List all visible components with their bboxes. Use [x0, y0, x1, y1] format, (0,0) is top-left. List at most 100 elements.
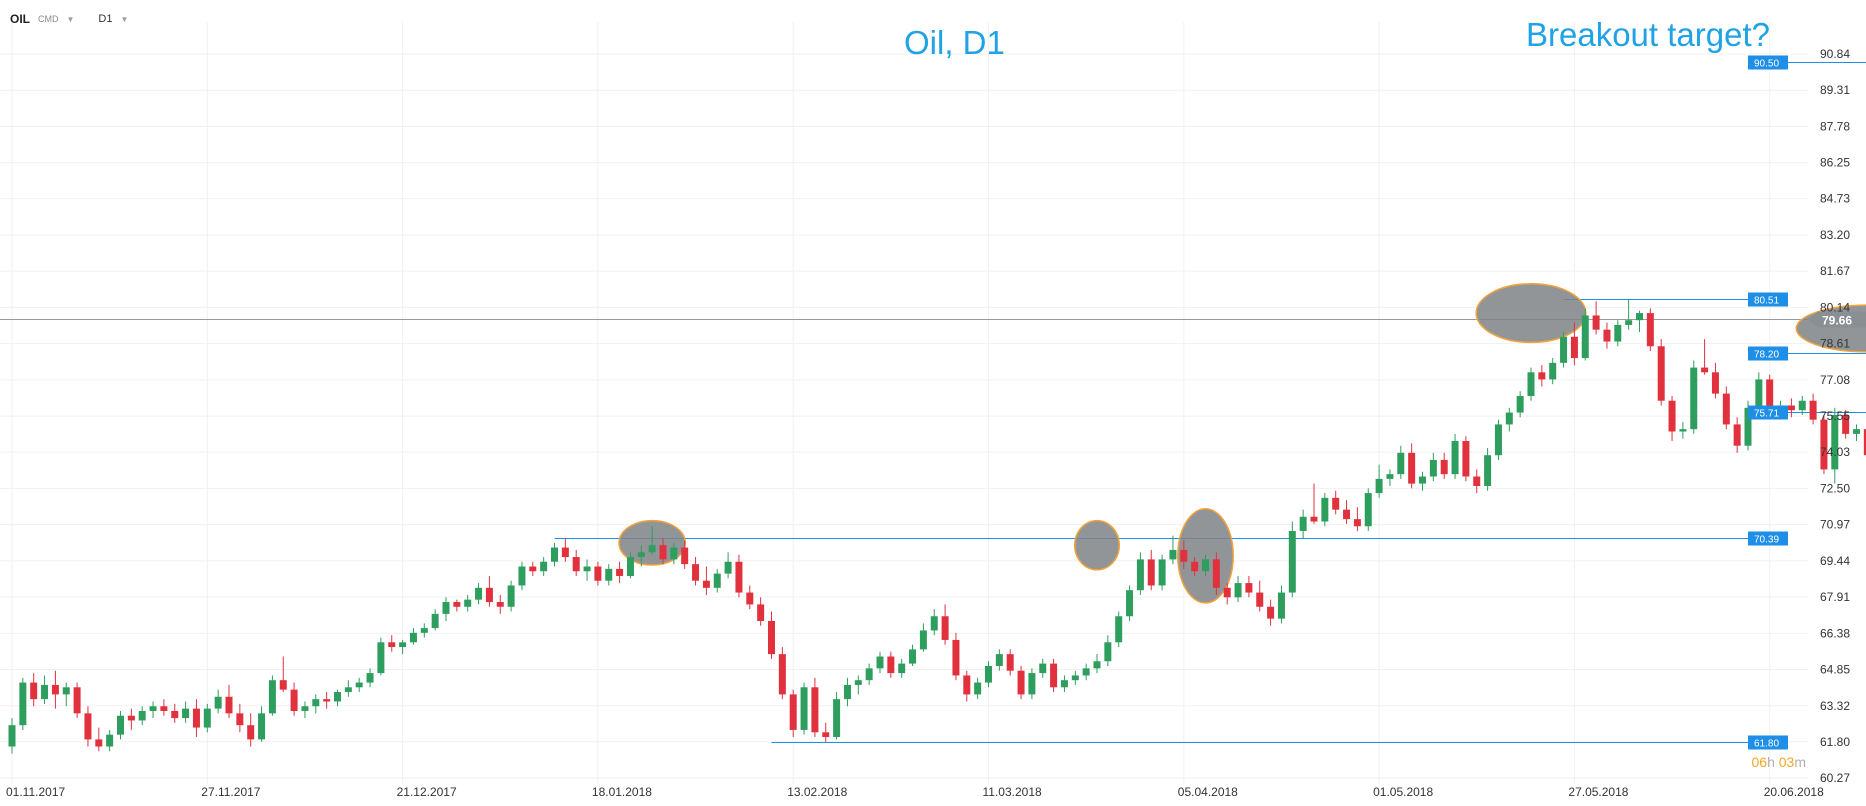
y-tick-label: 90.84 — [1820, 47, 1850, 61]
candle-body — [1549, 362, 1557, 380]
candle-body — [1755, 379, 1763, 408]
candle-body — [1603, 329, 1611, 342]
timeframe-dropdown-icon[interactable]: ▼ — [120, 14, 129, 24]
candle-body — [1028, 673, 1036, 695]
candle-body — [583, 566, 591, 572]
candle-body — [279, 680, 287, 690]
candle-body — [1310, 516, 1318, 522]
y-tick-label: 84.73 — [1820, 192, 1850, 206]
candle-body — [1570, 336, 1578, 359]
candle-body — [1853, 429, 1860, 434]
candle-body — [1581, 315, 1589, 359]
candle-body — [876, 656, 884, 669]
price-axis: 90.84 89.31 87.78 86.25 84.73 83.20 81.67 80.14… — [1820, 47, 1850, 785]
candle-body — [1386, 474, 1394, 479]
countdown-minutes: 03 — [1778, 754, 1795, 770]
y-tick-label: 69.44 — [1820, 554, 1850, 568]
candle-body — [453, 602, 461, 607]
candle-body — [1234, 583, 1242, 598]
candle-body — [1180, 549, 1188, 562]
candle-body — [1701, 367, 1709, 373]
timeframe-selector[interactable]: D1 — [98, 13, 113, 25]
candle-body — [323, 699, 331, 702]
y-tick-label: 80.14 — [1820, 300, 1850, 314]
candle-body — [1245, 583, 1253, 593]
y-tick-label: 72.50 — [1820, 481, 1850, 495]
candle-body — [84, 713, 92, 740]
candle-body — [692, 564, 700, 581]
candle-body — [117, 715, 124, 735]
candle-body — [1592, 315, 1600, 330]
chart-title: Oil, D1 — [904, 24, 1005, 61]
candle-body — [1299, 516, 1307, 531]
candle-body — [290, 689, 298, 711]
highlight-ellipse — [1073, 519, 1121, 571]
candle-body — [1006, 654, 1014, 671]
y-tick-label: 67.91 — [1820, 590, 1850, 604]
y-tick-label: 74.03 — [1820, 445, 1850, 459]
candle-body — [8, 725, 16, 747]
candle-body — [475, 587, 483, 600]
y-tick-label: 61.80 — [1820, 735, 1850, 749]
candle-body — [1505, 412, 1513, 425]
chart-grid — [0, 22, 1808, 784]
candle-body — [789, 694, 797, 730]
candle-body — [1429, 459, 1437, 477]
candle-body — [1690, 367, 1698, 430]
candle-body — [62, 687, 70, 695]
chart-toolbar: OIL CMD ▼ D1 ▼ — [10, 10, 128, 28]
candle-body — [73, 687, 81, 714]
x-tick-label: 21.12.2017 — [397, 785, 457, 799]
symbol-dropdown-icon[interactable]: ▼ — [66, 14, 75, 24]
candle-body — [887, 656, 895, 674]
candle-body — [1636, 313, 1643, 321]
candle-body — [941, 616, 949, 640]
candle-body — [1451, 440, 1459, 475]
candle-body — [247, 725, 255, 740]
candle-body — [51, 684, 59, 695]
y-tick-label: 78.61 — [1820, 337, 1850, 351]
candle-body — [344, 687, 352, 693]
countdown-hours: 06 — [1751, 754, 1768, 770]
candle-body — [442, 602, 450, 614]
candle-body — [1082, 668, 1090, 676]
candle-body — [757, 604, 765, 621]
candle-body — [1679, 429, 1687, 432]
candle-body — [1560, 336, 1568, 363]
symbol-selector[interactable]: OIL — [10, 12, 30, 26]
y-tick-label: 63.32 — [1820, 699, 1850, 713]
candle-body — [106, 734, 114, 747]
candle-body — [551, 547, 558, 562]
candle-body — [724, 561, 732, 574]
candle-body — [41, 684, 49, 700]
y-tick-label: 89.31 — [1820, 83, 1850, 97]
candle-body — [1332, 497, 1340, 510]
candle-countdown: 06h 03m — [1751, 754, 1806, 770]
candle-body — [529, 566, 537, 572]
candle-body — [1408, 452, 1416, 484]
level-label-text: 80.51 — [1754, 296, 1779, 307]
candle-body — [800, 687, 808, 730]
x-tick-label: 01.11.2017 — [6, 785, 65, 799]
candle-body — [822, 732, 830, 738]
candle-body — [1169, 549, 1177, 560]
x-tick-label: 20.06.2018 — [1764, 785, 1824, 799]
candle-body — [1462, 440, 1470, 477]
highlight-ellipses — [618, 283, 1866, 604]
candle-body — [1668, 400, 1676, 432]
candle-body — [1277, 592, 1285, 619]
candle-body — [192, 708, 200, 728]
level-label-box — [1748, 405, 1788, 420]
candle-body — [496, 602, 504, 607]
candle-body — [236, 713, 244, 726]
candle-body — [985, 665, 992, 683]
candle-body — [865, 668, 873, 681]
candle-body — [1039, 663, 1047, 674]
candle-body — [626, 557, 634, 576]
level-label-text: 75.71 — [1754, 409, 1779, 420]
candle-body — [974, 682, 982, 695]
level-label-box — [1748, 346, 1788, 361]
candle-body — [561, 547, 569, 558]
candle-body — [225, 696, 233, 714]
